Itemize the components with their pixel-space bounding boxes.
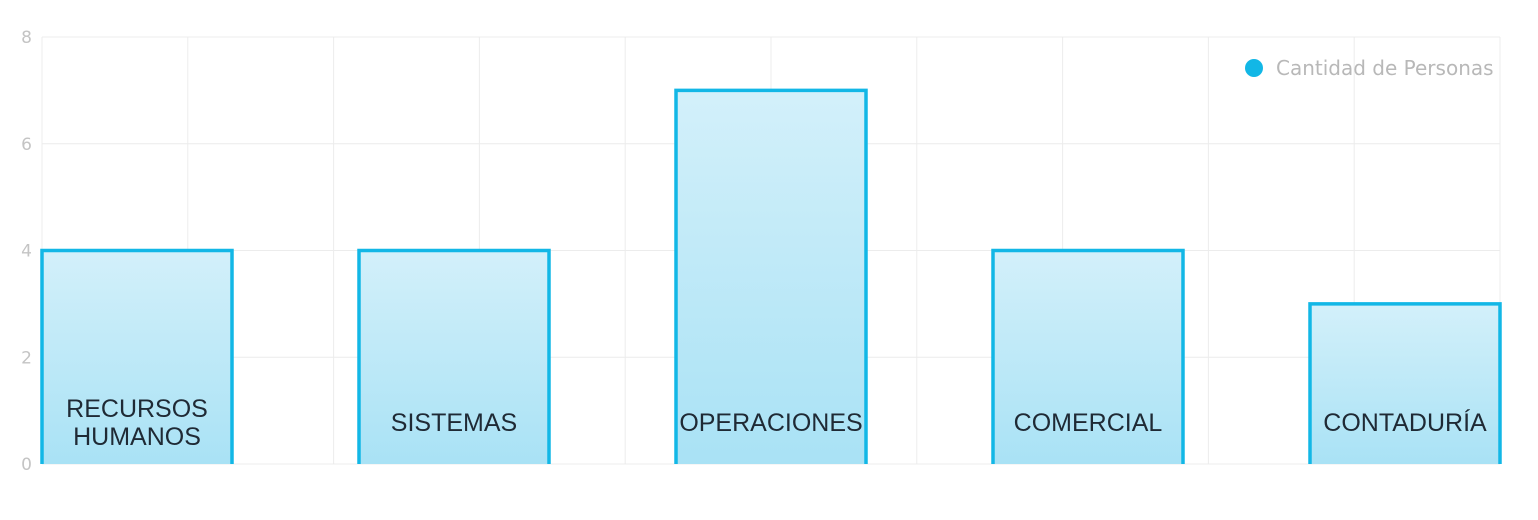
y-tick-label: 0 — [21, 455, 32, 475]
bar-category-label: HUMANOS — [73, 423, 201, 451]
y-tick-label: 6 — [21, 135, 32, 155]
legend[interactable]: Cantidad de Personas — [1245, 56, 1494, 80]
bar-category-label: COMERCIAL — [1014, 409, 1163, 437]
bar-category-label: OPERACIONES — [679, 409, 862, 437]
legend-dot-icon — [1245, 59, 1263, 77]
bar-group[interactable]: SISTEMAS — [359, 251, 549, 465]
y-tick-label: 2 — [21, 348, 32, 368]
bar-category-label: RECURSOS — [66, 395, 208, 423]
bar-category-label: SISTEMAS — [391, 409, 517, 437]
bar[interactable] — [1310, 304, 1500, 464]
bar-group[interactable]: COMERCIAL — [993, 251, 1183, 465]
bar-category-label: CONTADURÍA — [1323, 408, 1487, 437]
y-tick-label: 4 — [21, 242, 32, 262]
legend-label: Cantidad de Personas — [1276, 56, 1494, 80]
bar[interactable] — [676, 90, 866, 464]
bar-group[interactable]: CONTADURÍA — [1310, 304, 1500, 464]
bar-group[interactable]: OPERACIONES — [676, 90, 866, 464]
y-tick-label: 8 — [21, 28, 32, 48]
y-axis: 0 2 4 6 8 — [21, 28, 32, 475]
